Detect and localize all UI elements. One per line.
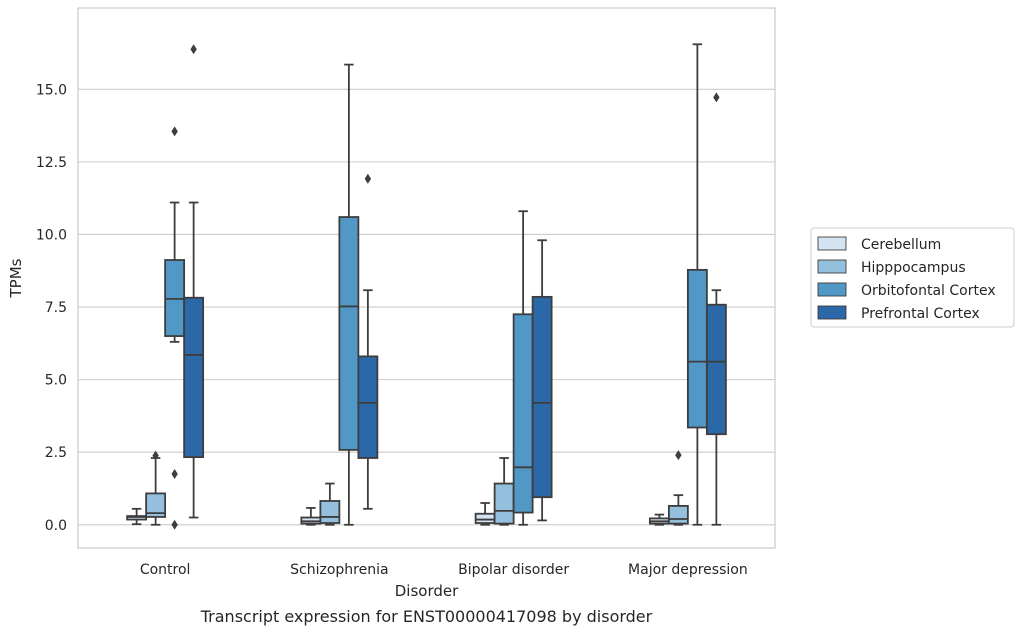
x-tick-label: Schizophrenia [290,562,388,578]
box [338,216,360,451]
legend-swatch [817,259,847,274]
box [357,355,379,459]
box [183,296,205,459]
box [319,500,341,524]
plot-frame [77,7,776,549]
box-group [667,450,689,526]
boxes-layer [126,43,727,530]
y-tick-label: 5.0 [45,373,67,389]
legend-label: Orbitofontal Cortex [861,283,996,299]
x-axis-ticks: Control Schizophrenia Bipolar disorder Majo… [140,562,748,578]
box [474,512,496,524]
box [493,482,515,525]
legend-swatch [817,236,847,251]
y-tick-label: 12.5 [36,155,67,171]
legend-swatch [817,282,847,297]
box-group [183,44,205,519]
legend-label: Prefrontal Cortex [861,306,980,322]
outlier-marker [364,173,372,184]
legend: Cerebellum Hipppocampus Orbitofontal Corte… [810,227,1015,328]
box-group [145,450,167,526]
legend-label: Hipppocampus [861,260,966,276]
x-axis-label: Disorder [395,582,459,600]
box [145,492,167,518]
y-tick-label: 2.5 [45,445,67,461]
y-axis-ticks: 0.0 2.5 5.0 7.5 10.0 12.5 15.0 [36,82,67,533]
x-tick-label: Control [140,562,191,578]
box [531,295,553,499]
box-group [512,210,534,526]
x-tick-label: Bipolar disorder [458,562,569,578]
box-group [357,173,379,510]
y-tick-label: 0.0 [45,518,67,534]
box [705,303,727,436]
y-tick-label: 7.5 [45,300,67,316]
outlier-marker [152,450,159,461]
outlier-marker [190,44,197,55]
legend-label: Cerebellum [861,237,941,253]
box-group [319,482,341,526]
box [686,268,708,429]
legend-frame [810,227,1015,328]
y-tick-label: 15.0 [36,82,67,98]
outlier-marker [171,468,178,479]
box-group [338,63,360,526]
box-group [705,92,727,526]
box-group [531,239,553,522]
outlier-marker [675,450,682,461]
legend-swatch [817,305,847,320]
x-tick-label: Major depression [628,562,748,578]
box [667,505,689,525]
chart-caption: Transcript expression for ENST0000041709… [200,607,653,626]
outlier-marker [171,519,178,530]
box-group [686,43,708,526]
box [512,313,534,514]
outlier-marker [713,92,720,103]
y-tick-label: 10.0 [36,227,67,243]
outlier-marker [171,126,178,137]
y-axis-label: TPMs [7,258,25,298]
